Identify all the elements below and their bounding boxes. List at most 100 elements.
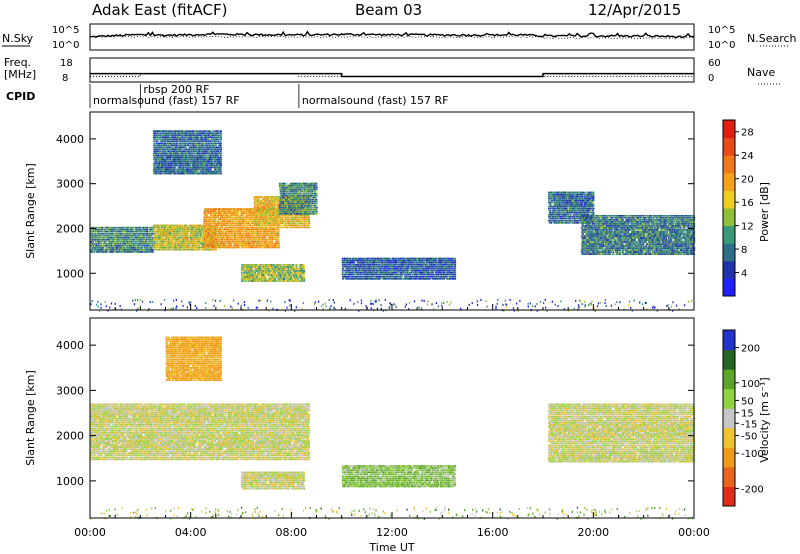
nsky-series — [89, 30, 695, 40]
heatmap-cell — [124, 230, 127, 233]
heatmap-cell — [202, 242, 204, 245]
heatmap-cell — [215, 210, 218, 212]
heatmap-cell — [224, 242, 227, 245]
heatmap-cell — [161, 228, 164, 231]
heatmap-cell — [180, 224, 182, 227]
heatmap-cell — [181, 226, 183, 229]
heatmap-cell — [134, 239, 137, 241]
heatmap-cell — [103, 243, 105, 245]
heatmap-cell — [205, 242, 207, 245]
heatmap-cell — [139, 226, 142, 229]
heatmap-cell — [168, 234, 170, 237]
heatmap-cell — [165, 248, 168, 251]
heatmap-cell — [157, 232, 160, 235]
heatmap-cell — [213, 216, 215, 218]
heatmap-cell — [168, 224, 170, 227]
heatmap-cell — [101, 237, 103, 239]
heatmap-cell — [102, 247, 105, 249]
heatmap-cell — [150, 235, 153, 237]
heatmap-cell — [185, 236, 187, 239]
heatmap-cell — [129, 249, 132, 251]
heatmap-cell — [244, 238, 247, 241]
heatmap-cell — [139, 228, 142, 231]
heatmap-cell — [92, 233, 94, 235]
heatmap-cell — [162, 232, 164, 235]
heatmap-cell — [121, 233, 123, 235]
heatmap-cell — [95, 237, 97, 239]
heatmap-cell — [143, 249, 145, 251]
heatmap-cell — [238, 238, 240, 241]
nsky-label: N.Sky — [2, 32, 34, 45]
heatmap-cell — [155, 238, 157, 241]
heatmap-cell — [192, 238, 194, 241]
heatmap-cell — [193, 232, 196, 235]
heatmap-cell — [189, 228, 192, 231]
heatmap-cell — [196, 234, 198, 237]
heatmap-cell — [236, 224, 238, 226]
freq-unit-label: [MHz] — [4, 68, 36, 81]
heatmap-cell — [209, 230, 211, 233]
heatmap-cell — [230, 244, 233, 247]
heatmap-cell — [246, 236, 248, 239]
heatmap-cell — [168, 228, 171, 231]
heatmap-cell — [208, 220, 211, 222]
heatmap-cell — [224, 224, 227, 226]
heatmap-cell — [160, 248, 162, 251]
heatmap-cell — [175, 236, 177, 239]
heatmap-cell — [128, 247, 131, 249]
heatmap-cell — [170, 240, 172, 243]
heatmap-cell — [204, 214, 207, 216]
heatmap-cell — [136, 247, 139, 249]
heatmap-cell — [103, 249, 106, 251]
heatmap-cell — [155, 244, 157, 247]
heatmap-cell — [262, 246, 264, 249]
heatmap-cell — [151, 233, 153, 235]
heatmap-cell — [210, 244, 212, 247]
heatmap-cell — [140, 245, 142, 247]
heatmap-cell — [106, 226, 109, 229]
heatmap-cell — [207, 210, 210, 212]
heatmap-cell — [144, 243, 147, 245]
heatmap-cell — [107, 243, 110, 245]
heatmap-cell — [278, 244, 280, 247]
heatmap-cell — [101, 233, 104, 235]
heatmap-cell — [255, 242, 258, 245]
heatmap-cell — [210, 220, 212, 222]
heatmap-cell — [124, 241, 126, 243]
heatmap-cell — [147, 235, 149, 237]
heatmap-cell — [131, 241, 133, 243]
heatmap-cell — [135, 251, 137, 253]
heatmap-cell — [116, 230, 119, 233]
heatmap-cell — [110, 235, 113, 237]
heatmap-cell — [165, 240, 168, 243]
heatmap-cell — [113, 239, 115, 241]
heatmap-cell — [195, 246, 198, 249]
heatmap-cell — [118, 235, 121, 237]
heatmap-cell — [96, 228, 98, 231]
heatmap-cell — [207, 230, 209, 233]
heatmap-cell — [98, 249, 100, 251]
heatmap-cell — [179, 248, 181, 251]
heatmap-cell — [114, 251, 117, 253]
heatmap-cell — [259, 228, 262, 231]
heatmap-cell — [184, 242, 186, 245]
heatmap-cell — [178, 232, 181, 235]
heatmap-cell — [209, 238, 211, 241]
heatmap-cell — [133, 243, 136, 245]
heatmap-cell — [202, 226, 204, 229]
heatmap-cell — [111, 228, 114, 231]
heatmap-cell — [107, 228, 110, 231]
heatmap-cell — [118, 241, 120, 243]
heatmap-cell — [178, 234, 181, 237]
heatmap-cell — [194, 248, 196, 251]
heatmap-cell — [211, 214, 213, 216]
heatmap-cell — [129, 228, 131, 231]
heatmap-cell — [257, 242, 259, 245]
heatmap-cell — [121, 243, 123, 245]
heatmap-cell — [102, 251, 105, 253]
heatmap-cell — [150, 230, 153, 233]
heatmap-cell — [199, 238, 202, 241]
heatmap-cell — [244, 230, 247, 233]
heatmap-cell — [171, 236, 173, 239]
